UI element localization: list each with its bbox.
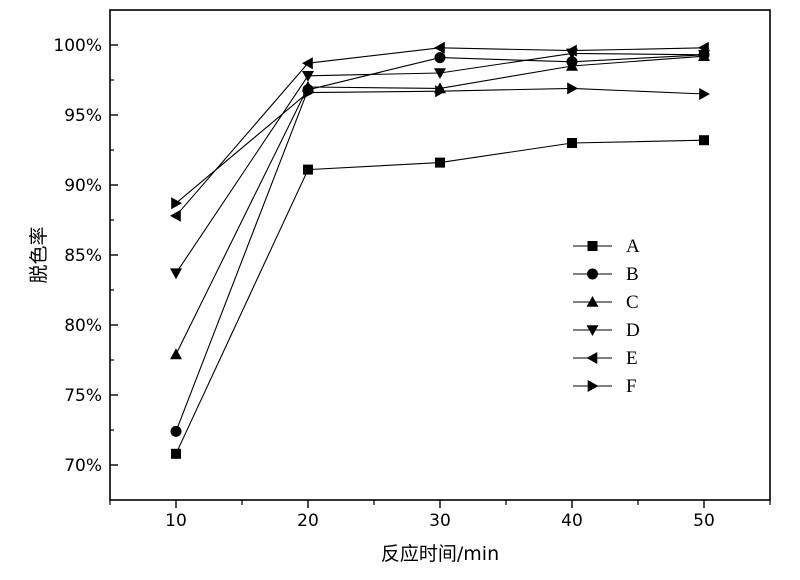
y-tick-label: 95% [64, 106, 102, 126]
data-point-d [170, 268, 182, 280]
data-point-f [567, 82, 578, 95]
y-tick-label: 75% [64, 386, 102, 406]
data-point-b [170, 425, 182, 437]
data-point-d [434, 68, 446, 79]
legend-label-e: E [626, 348, 638, 369]
y-tick-label: 70% [64, 456, 102, 476]
data-point-f [699, 88, 710, 100]
data-point-e [434, 41, 445, 54]
data-point-f [171, 197, 182, 210]
data-point-a [567, 138, 577, 148]
legend-entry-c: C [573, 292, 639, 313]
x-tick-label: 50 [693, 511, 715, 531]
data-point-e [698, 41, 709, 54]
x-tick-label: 10 [165, 511, 187, 531]
series-line-f [175, 87, 705, 204]
legend-marker-f [587, 380, 599, 392]
legend-marker-e [586, 352, 598, 364]
legend-marker-b [587, 268, 598, 280]
data-point-a [435, 157, 445, 168]
data-point-e [566, 44, 577, 57]
y-tick-label: 100% [53, 36, 102, 56]
legend-marker-d [586, 325, 599, 336]
y-tick-label: 80% [64, 316, 102, 336]
data-point-e [170, 209, 181, 222]
data-point-c [170, 348, 182, 360]
y-tick-label: 90% [64, 176, 102, 196]
legend-label-a: A [626, 236, 640, 257]
legend-entry-a: A [573, 236, 640, 257]
legend-label-f: F [626, 376, 637, 397]
legend-label-c: C [626, 292, 639, 313]
data-point-f [303, 86, 314, 99]
legend-marker-a [587, 241, 598, 251]
series-f [171, 82, 710, 210]
data-point-c [566, 60, 578, 71]
series-e [170, 41, 709, 222]
axes: 70% 75% 80% 85% 90% 95% 100% 10 20 30 40 50 [53, 9, 771, 531]
series-line-b [175, 54, 705, 432]
legend-entry-b: B [573, 264, 639, 285]
series-a [171, 135, 709, 459]
y-tick-label: 85% [64, 246, 102, 266]
series-line-c [175, 55, 705, 355]
data-point-b [434, 52, 446, 64]
data-point-a [699, 135, 709, 146]
legend-entry-d: D [573, 320, 640, 341]
legend-entry-f: F [573, 376, 637, 397]
series-line-a [175, 139, 705, 455]
x-axis-title: 反应时间/min [381, 543, 499, 565]
x-tick-label: 40 [561, 511, 583, 531]
x-tick-label: 20 [297, 511, 319, 531]
legend-entry-e: E [573, 348, 638, 369]
data-point-f [435, 85, 446, 98]
legend-label-b: B [626, 264, 639, 285]
y-axis-title: 脱色率 [28, 226, 50, 283]
legend-marker-c [586, 296, 599, 307]
legend-label-d: D [626, 320, 640, 341]
data-point-a [303, 164, 313, 175]
series-layer [170, 41, 710, 459]
data-point-d [302, 71, 314, 82]
data-point-e [302, 57, 313, 70]
data-point-a [171, 448, 181, 459]
x-tick-label: 30 [429, 511, 451, 531]
